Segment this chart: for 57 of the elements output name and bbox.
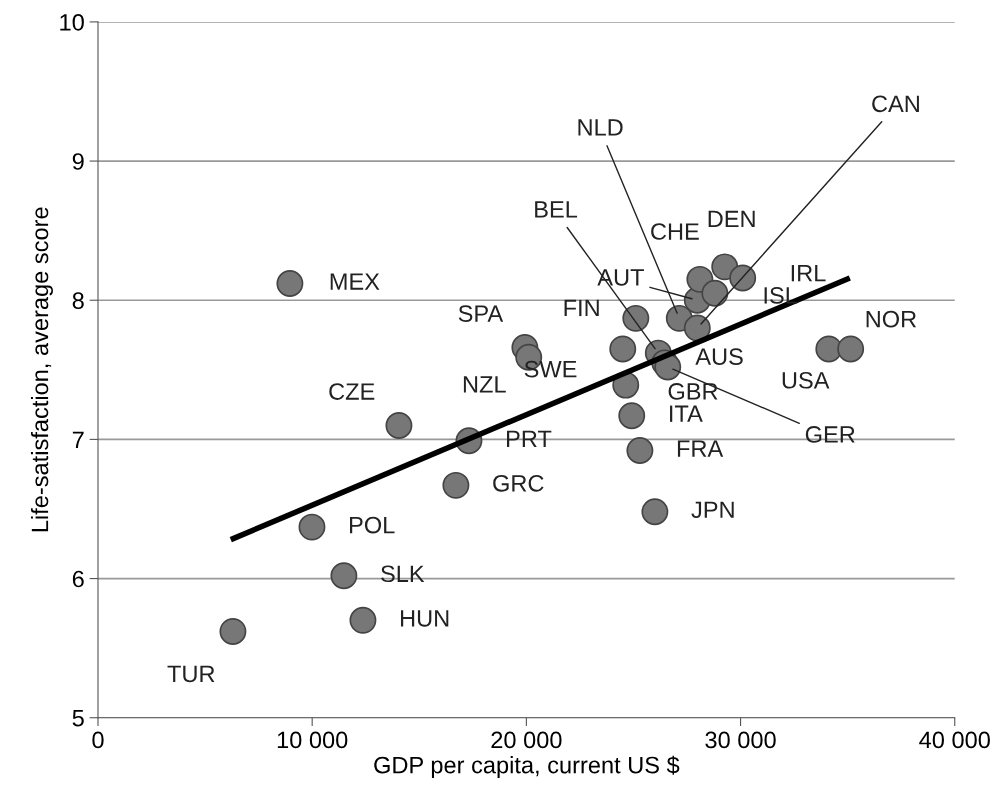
annotation: GER xyxy=(805,426,855,443)
point xyxy=(701,279,729,307)
annotation: CZE xyxy=(329,383,375,400)
annotation: ISL xyxy=(764,287,798,304)
annotation: FIN xyxy=(564,299,599,317)
annotation: SPA xyxy=(458,305,504,322)
point xyxy=(442,471,470,499)
point xyxy=(618,402,646,430)
point xyxy=(298,513,326,541)
annotation: POL xyxy=(350,516,395,534)
y-tick-label: 7 xyxy=(72,431,84,448)
annotation: NZL xyxy=(463,376,506,393)
annotation: FRA xyxy=(677,440,724,457)
annotation: SLK xyxy=(381,565,425,583)
point xyxy=(729,264,757,292)
annotation: JPN xyxy=(691,501,734,519)
annotation: DEN xyxy=(708,210,755,228)
annotation: CHE xyxy=(651,223,699,240)
point xyxy=(837,335,865,363)
x-tick-label: 20 000 xyxy=(491,731,562,749)
point xyxy=(219,618,247,645)
annotation: ITA xyxy=(670,405,703,422)
y-tick-label: 6 xyxy=(72,570,84,588)
x-axis-title: GDP per capita, current US $ xyxy=(374,755,680,779)
y-axis-title: Life-satisfaction, average score xyxy=(30,207,53,532)
annotation: NOR xyxy=(866,310,917,328)
annotation: BEL xyxy=(535,201,578,218)
point xyxy=(815,335,843,363)
annotation: HUN xyxy=(400,610,449,627)
x-tick-label: 30 000 xyxy=(705,731,776,749)
point xyxy=(622,304,650,332)
x-tick-label: 10 000 xyxy=(277,731,348,749)
annotation: SWE xyxy=(524,360,577,378)
point xyxy=(276,270,304,297)
annotation: CAN xyxy=(872,95,919,113)
annotation: USA xyxy=(782,371,830,389)
point xyxy=(641,498,669,526)
annotation: MEX xyxy=(330,273,380,290)
annotation: PRT xyxy=(507,430,552,447)
annotation: GBR xyxy=(668,383,718,400)
x-tick-label: 0 xyxy=(92,731,104,749)
point xyxy=(626,437,654,464)
point xyxy=(385,412,413,439)
y-tick-label: 10 xyxy=(60,13,84,31)
point xyxy=(330,562,358,590)
y-tick-label: 9 xyxy=(72,153,84,170)
point xyxy=(683,314,711,342)
point xyxy=(609,335,637,363)
x-tick-label: 40 000 xyxy=(919,731,990,749)
point xyxy=(349,606,377,634)
annotation: AUS xyxy=(695,348,743,366)
annotation: NLD xyxy=(578,119,623,136)
annotation: GRC xyxy=(493,474,544,492)
annotation: TUR xyxy=(167,665,215,683)
y-tick-label: 5 xyxy=(72,710,84,727)
annotation: IRL xyxy=(791,265,826,282)
y-tick-label: 8 xyxy=(72,292,84,310)
